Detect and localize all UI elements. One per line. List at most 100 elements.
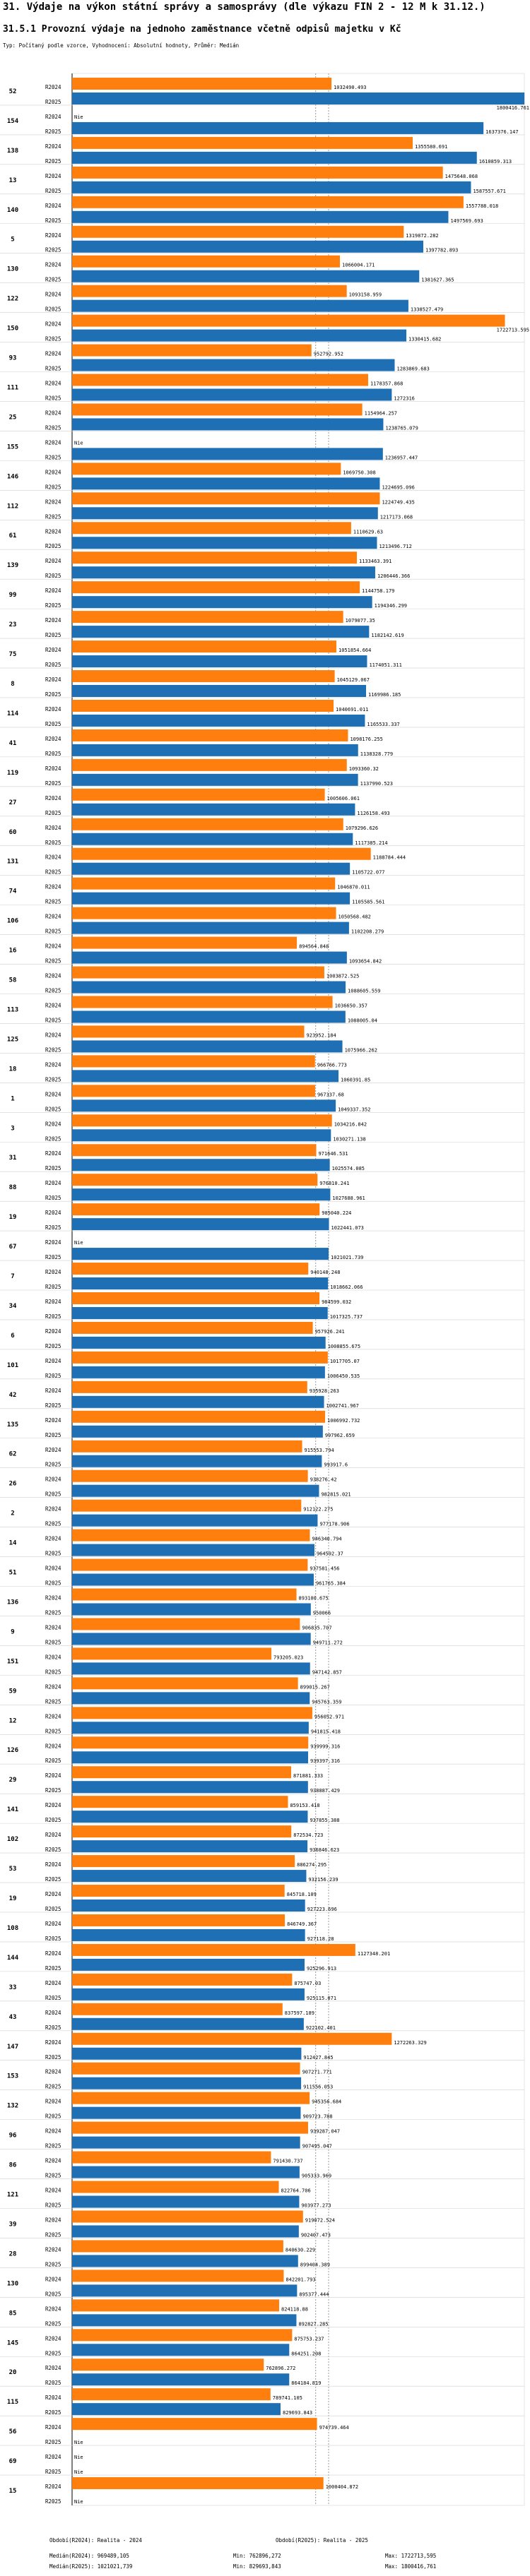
bar-r2025 <box>72 1633 311 1645</box>
series-label: R2024 <box>45 84 61 90</box>
bar-r2025 <box>72 1395 324 1408</box>
median-2025: Medián(R2025): 1021021,739 <box>49 2563 133 2570</box>
bar-r2024 <box>72 1440 302 1453</box>
bar-r2024 <box>72 2092 310 2104</box>
value-label: 1022441.073 <box>331 1225 364 1231</box>
value-label: 1238765.079 <box>385 425 418 431</box>
bar-r2025 <box>72 1366 325 1378</box>
bar-r2024 <box>72 2270 284 2282</box>
series-label: R2024 <box>45 736 61 742</box>
series-label: R2024 <box>45 1210 61 1216</box>
value-label: 1182142.619 <box>371 633 404 638</box>
bar-r2024 <box>72 2121 308 2134</box>
value-label: 984599.032 <box>322 1299 351 1305</box>
value-label: 976810.241 <box>319 1181 349 1186</box>
group-label: 145 <box>7 2339 18 2347</box>
value-label: 982815.021 <box>321 1492 351 1498</box>
value-label: 985040.224 <box>322 1210 351 1216</box>
bar-r2025 <box>72 2403 281 2416</box>
group-label: 135 <box>7 1421 18 1429</box>
value-label: 1557788.018 <box>466 203 498 209</box>
series-label: R2025 <box>45 1491 61 1498</box>
group-label: 69 <box>9 2458 17 2465</box>
series-label: R2025 <box>45 2498 61 2505</box>
series-label: R2025 <box>45 1017 61 1023</box>
group-label: 25 <box>9 414 17 421</box>
bar-r2024 <box>72 699 334 712</box>
bar-r2024 <box>72 2329 293 2342</box>
bar-r2024 <box>72 729 348 741</box>
value-label: 915553.794 <box>305 1448 334 1453</box>
group-label: 3 <box>11 1125 14 1132</box>
value-label: 967337.68 <box>317 1092 344 1097</box>
bar-r2024 <box>72 2240 283 2253</box>
group-label: 144 <box>7 1955 19 1962</box>
group-label: 130 <box>7 2280 18 2287</box>
value-label: 956052.971 <box>314 1714 344 1719</box>
bar-r2024 <box>72 1707 312 1719</box>
value-label: 1093158.959 <box>349 292 382 298</box>
bar-r2024 <box>72 2062 300 2075</box>
series-label: R2024 <box>45 2246 61 2253</box>
group-label: 155 <box>7 443 18 451</box>
series-label: R2025 <box>45 158 61 165</box>
bar-r2025 <box>72 1603 311 1616</box>
no-data-label: Nie <box>74 2469 83 2475</box>
bar-r2025 <box>72 418 384 431</box>
bar-r2025 <box>72 1425 323 1438</box>
bar-r2024 <box>72 640 336 653</box>
bar-r2024 <box>72 2388 271 2401</box>
value-label: 902407.473 <box>301 2232 331 2238</box>
bar-r2024 <box>72 2418 317 2431</box>
bar-r2024 <box>72 1914 285 1926</box>
value-label: 938276.42 <box>310 1477 337 1483</box>
value-label: 1069750.308 <box>343 470 375 475</box>
min-2024: Min: 762896,272 <box>233 2553 281 2559</box>
value-label: 859153.418 <box>290 1803 319 1808</box>
value-label: 892827.285 <box>298 2321 328 2327</box>
series-label: R2024 <box>45 1950 61 1957</box>
group-label: 88 <box>9 1184 17 1191</box>
value-label: 1178357.868 <box>370 381 403 387</box>
series-label: R2025 <box>45 2261 61 2267</box>
value-label: 875747.03 <box>294 1981 321 1986</box>
value-label: 966766.773 <box>317 1062 347 1068</box>
bar-r2025 <box>72 2017 304 2030</box>
value-label: 1030271.138 <box>333 1136 365 1142</box>
value-label: 1224749.435 <box>382 499 414 505</box>
value-label: 899015.267 <box>300 1684 330 1690</box>
value-label: 1006450.535 <box>327 1373 360 1379</box>
series-label: R2024 <box>45 617 61 624</box>
bar-r2024 <box>72 758 347 771</box>
bar-r2024 <box>72 1351 328 1364</box>
group-label: 33 <box>9 1984 17 1991</box>
value-label: 1034216.842 <box>334 1121 367 1127</box>
series-label: R2025 <box>45 780 61 787</box>
series-label: R2024 <box>45 1713 61 1719</box>
bar-r2024 <box>72 847 371 860</box>
bar-r2025 <box>72 862 351 875</box>
value-label: 957926.241 <box>315 1329 345 1335</box>
series-label: R2024 <box>45 1477 61 1483</box>
group-label: 153 <box>7 2073 18 2080</box>
bar-r2024 <box>72 1055 315 1068</box>
group-label: 126 <box>7 1747 18 1754</box>
bar-r2024 <box>72 788 325 801</box>
group-label: 125 <box>7 1036 18 1043</box>
series-label: R2025 <box>45 810 61 816</box>
bar-r2025 <box>72 1306 328 1319</box>
group-label: 7 <box>11 1273 14 1280</box>
bar-r2025 <box>72 1010 346 1023</box>
value-label: 1497569.693 <box>450 218 483 224</box>
value-label: 1137990.523 <box>360 781 393 787</box>
bar-r2025 <box>72 2344 290 2356</box>
group-label: 96 <box>9 2133 17 2140</box>
group-label: 75 <box>9 651 17 658</box>
value-label: 894564.848 <box>299 944 329 950</box>
group-label: 5 <box>11 237 14 244</box>
bar-r2024 <box>72 1796 288 1808</box>
series-label: R2025 <box>45 1284 61 1290</box>
bar-r2025 <box>72 1070 339 1083</box>
value-label: 864251.208 <box>291 2351 321 2356</box>
value-label: 845718.109 <box>287 1892 317 1897</box>
